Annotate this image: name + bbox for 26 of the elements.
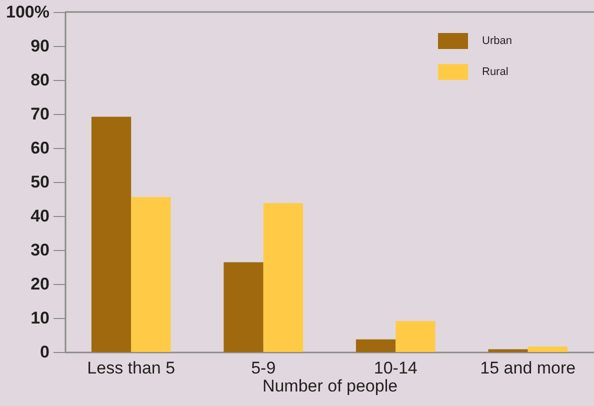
y-tick-label: 100%: [6, 2, 50, 22]
x-tick-label: 10-14: [374, 358, 418, 378]
bar: [91, 116, 132, 352]
x-tick-label: 15 and more: [480, 358, 576, 378]
y-tick-label: 80: [30, 70, 50, 90]
y-tick-label: 20: [30, 274, 50, 294]
y-tick-label: 10: [30, 308, 50, 328]
bar: [396, 321, 436, 352]
y-tick-label: 30: [30, 240, 50, 260]
bar: [528, 346, 568, 352]
y-tick-label: 40: [30, 206, 50, 226]
y-tick-label: 70: [30, 104, 50, 124]
bar: [356, 339, 396, 352]
x-axis-title: Number of people: [262, 376, 398, 396]
bar: [131, 196, 171, 352]
y-tick-label: 90: [30, 36, 50, 56]
bar: [488, 349, 528, 352]
y-tick-label: 50: [30, 172, 50, 192]
y-tick-label: 0: [40, 342, 50, 362]
y-tick-label: 60: [30, 138, 50, 158]
bar: [224, 262, 264, 352]
x-tick-label: Less than 5: [87, 358, 176, 378]
bar: [263, 203, 304, 352]
legend-label: Rural: [482, 66, 508, 78]
legend-label: Urban: [482, 35, 512, 47]
x-tick-label: 5-9: [251, 358, 276, 378]
